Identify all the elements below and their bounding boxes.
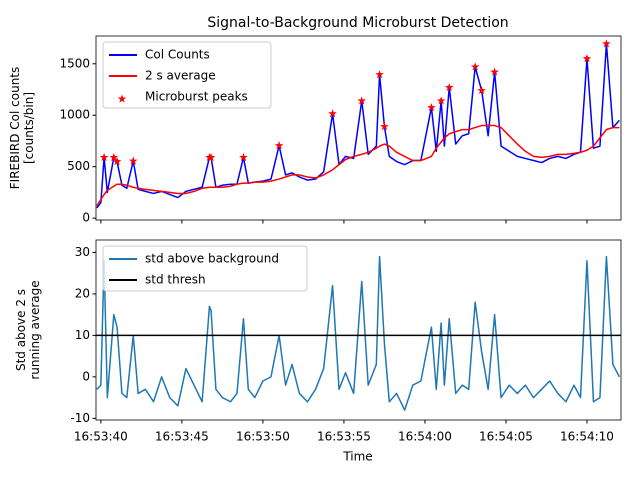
peak-marker	[99, 152, 109, 162]
peak-marker	[470, 62, 480, 71]
x-tick-label: 16:54:10	[560, 430, 614, 444]
x-tick-label: 16:54:05	[479, 430, 533, 444]
peak-marker	[380, 122, 389, 131]
axes-frame	[95, 239, 622, 421]
y-tick-label: 1000	[59, 108, 90, 122]
plot-area	[96, 255, 621, 411]
legend-label: Microburst peaks	[145, 90, 248, 104]
legend-label: std thresh	[145, 273, 206, 287]
y-tick-label: 0	[82, 369, 90, 383]
data-line	[96, 124, 620, 207]
peak-marker	[109, 152, 119, 162]
peak-marker	[274, 141, 284, 150]
peak-marker	[357, 96, 367, 105]
legend-label: std above background	[145, 252, 279, 266]
y-axis-label: Std above 2 srunning average	[14, 280, 42, 379]
peak-marker	[375, 70, 384, 79]
legend-box	[102, 41, 272, 109]
chart-title: Signal-to-Background Microburst Detectio…	[207, 15, 508, 31]
y-tick-label: 30	[75, 245, 90, 259]
legend-label: 2 s average	[145, 69, 216, 83]
legend-label: Col Counts	[145, 48, 210, 62]
x-tick-label: 16:53:55	[317, 430, 371, 444]
axes-frame	[95, 35, 622, 221]
peak-marker	[602, 39, 611, 48]
x-tick-label: 16:54:00	[398, 430, 452, 444]
peak-marker	[444, 82, 454, 92]
y-tick-label: 20	[75, 286, 90, 300]
y-tick-label: -10	[70, 411, 90, 425]
peak-marker	[328, 109, 337, 118]
y-tick-label: 1500	[59, 56, 90, 70]
peak-marker	[477, 86, 486, 95]
y-axis-label: FIREBIRD Col counts[counts/bin]	[8, 67, 36, 190]
x-tick-label: 16:53:50	[236, 430, 290, 444]
data-line	[96, 42, 620, 209]
x-tick-label: 16:53:45	[155, 430, 209, 444]
peak-marker	[239, 152, 248, 162]
y-axis-label-line: Std above 2 s	[14, 289, 28, 371]
y-axis-label-line: FIREBIRD Col counts	[8, 67, 22, 190]
peak-marker	[582, 54, 592, 63]
y-tick-label: 0	[82, 211, 90, 225]
y-tick-label: 500	[67, 159, 90, 173]
peak-marker	[112, 157, 122, 166]
y-axis-label-line: running average	[28, 280, 42, 379]
peak-marker	[490, 67, 499, 76]
peak-marker	[427, 103, 436, 112]
legend-marker	[117, 94, 127, 103]
y-tick-label: 10	[75, 328, 90, 342]
y-axis-label-line: [counts/bin]	[22, 92, 36, 164]
x-tick-label: 16:53:40	[74, 430, 128, 444]
peak-marker	[128, 156, 138, 165]
data-line	[96, 255, 621, 411]
plot-area	[96, 39, 620, 209]
peak-marker	[206, 152, 216, 162]
x-axis-label: Time	[342, 450, 372, 464]
legend-box	[102, 245, 308, 292]
peak-marker	[436, 96, 446, 105]
